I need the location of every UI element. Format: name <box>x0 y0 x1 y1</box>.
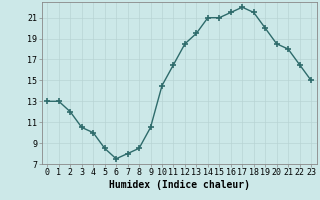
X-axis label: Humidex (Indice chaleur): Humidex (Indice chaleur) <box>109 180 250 190</box>
